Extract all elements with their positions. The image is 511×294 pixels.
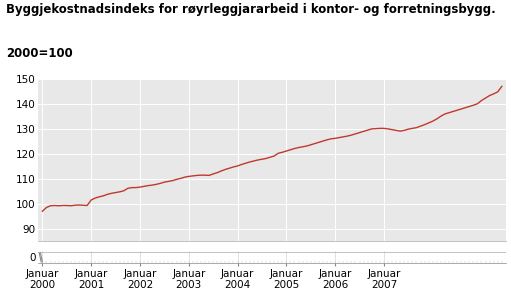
Text: Byggjekostnadsindeks for røyrleggjararbeid i kontor- og forretningsbygg.: Byggjekostnadsindeks for røyrleggjararbe…	[6, 3, 496, 16]
Text: 2000=100: 2000=100	[6, 47, 73, 60]
